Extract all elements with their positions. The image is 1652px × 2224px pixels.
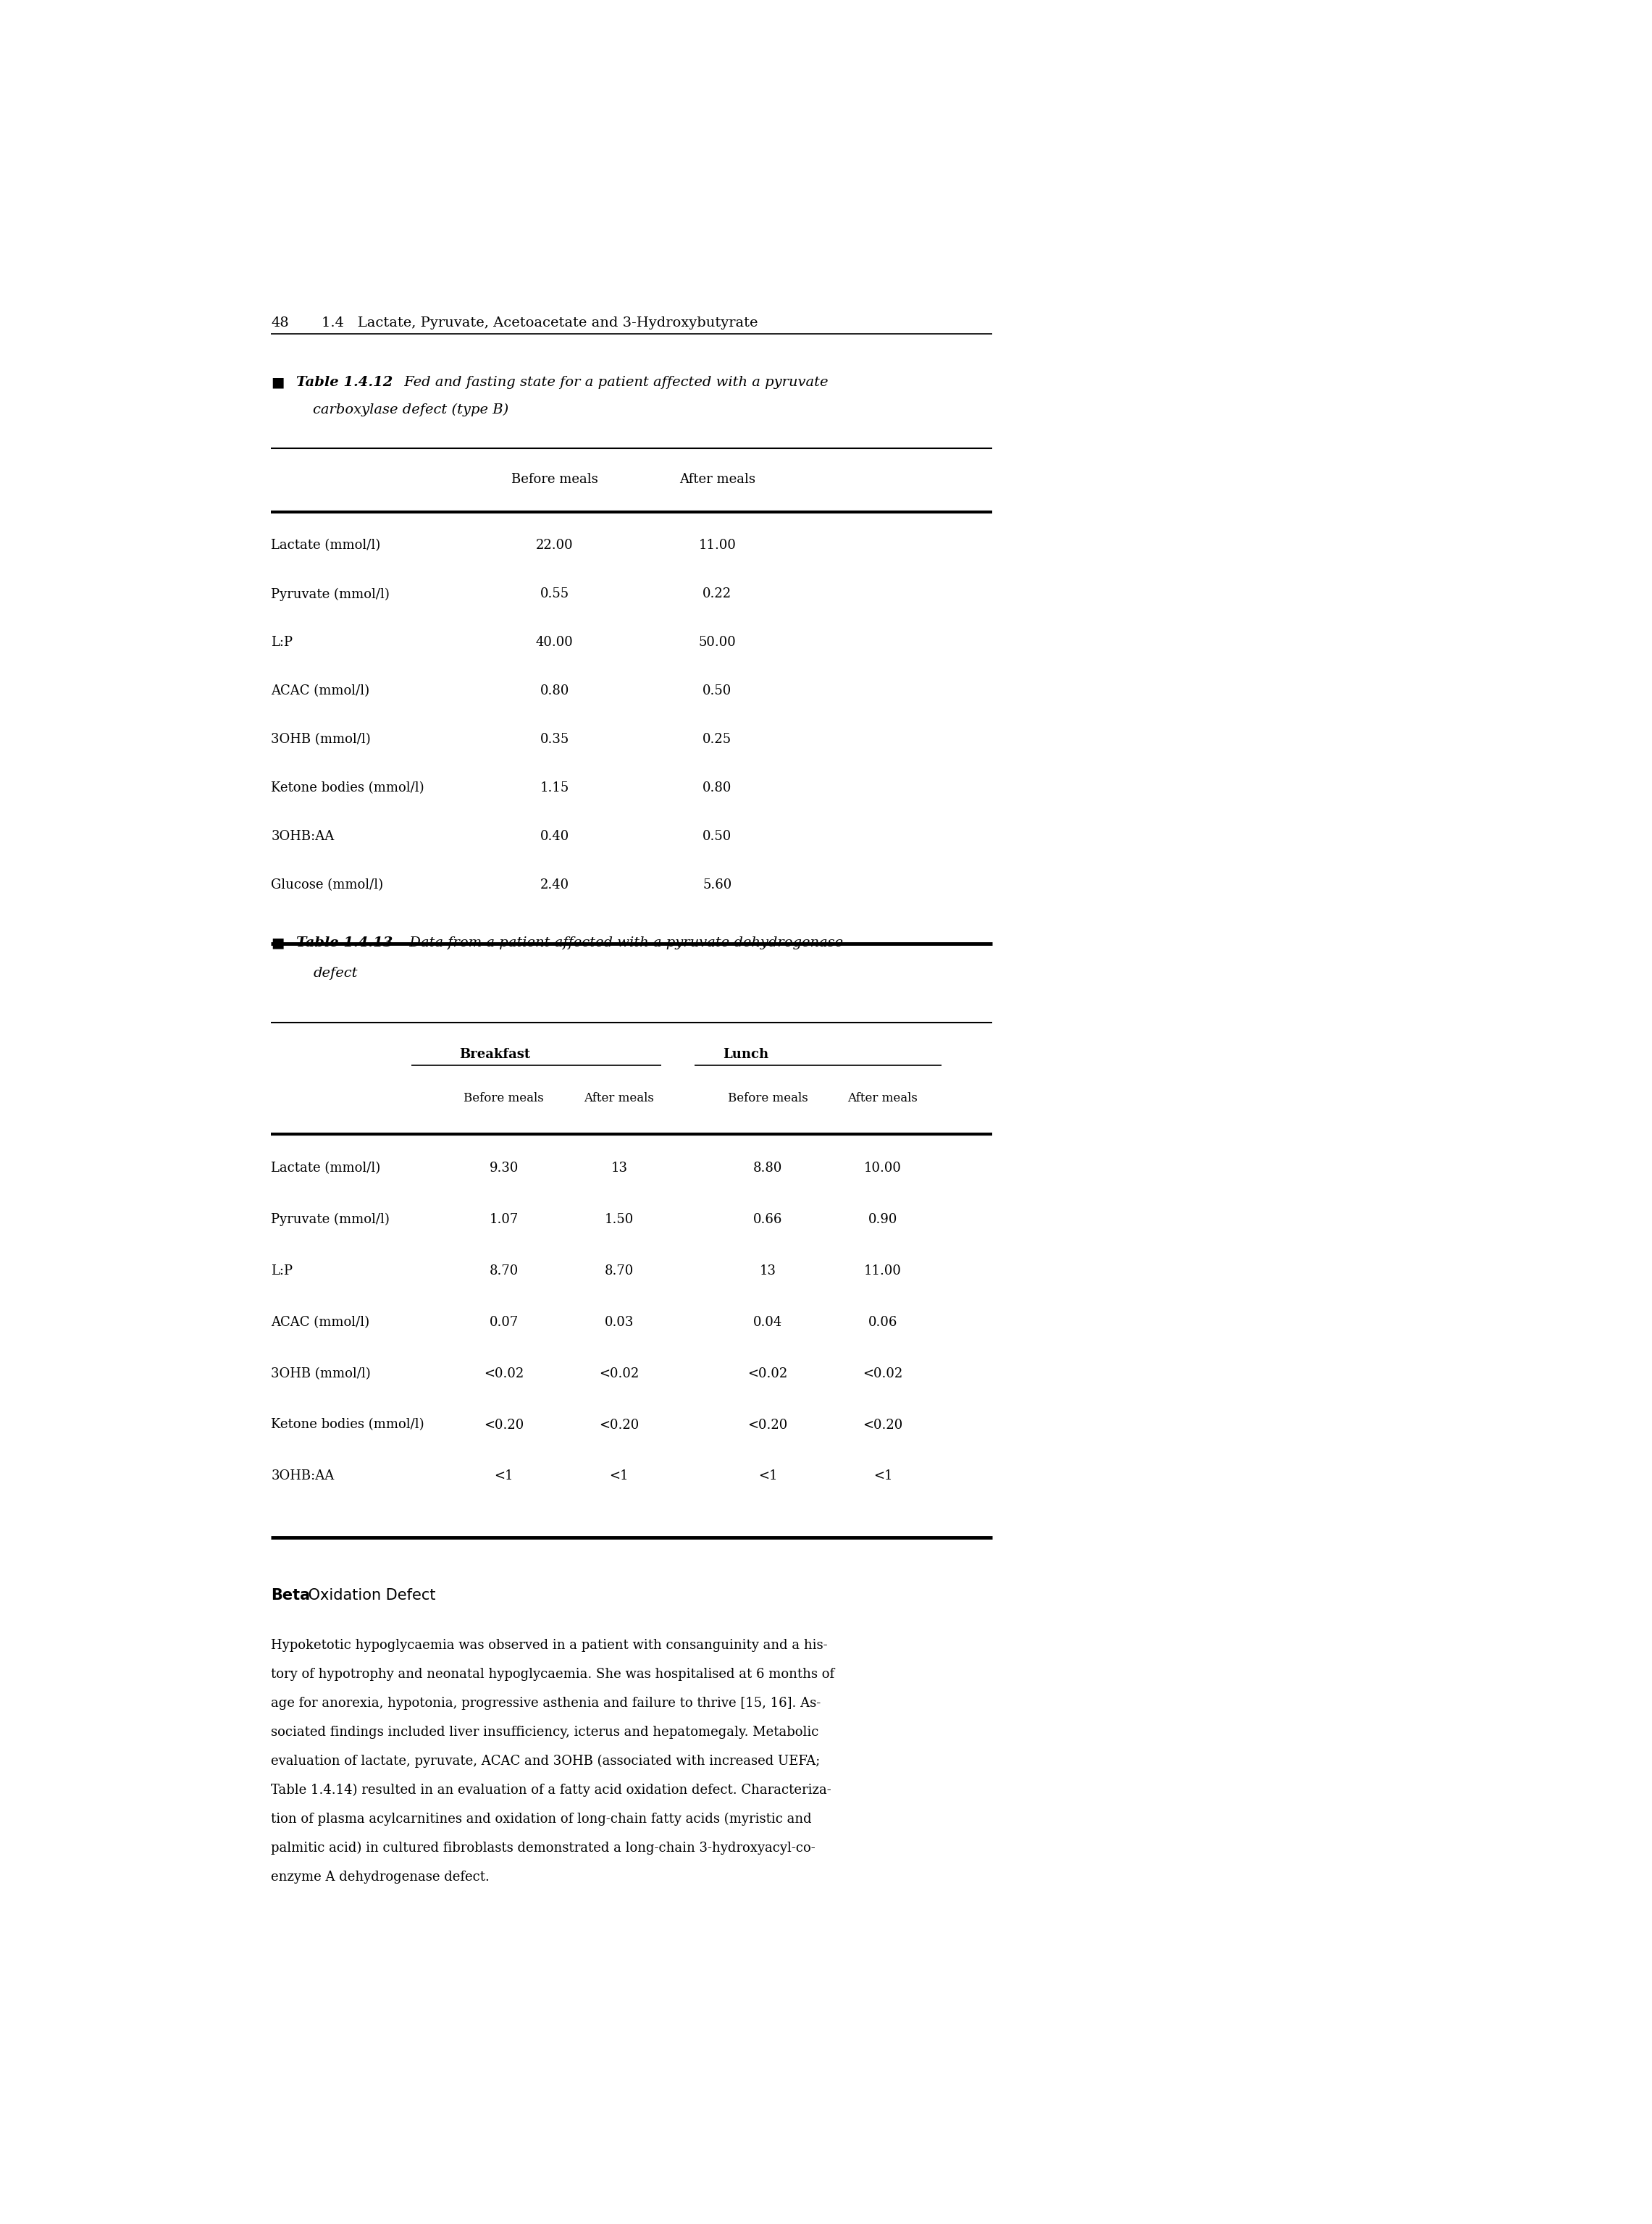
Text: ■: ■ [271,376,284,389]
Text: 0.66: 0.66 [753,1212,783,1225]
Text: enzyme A dehydrogenase defect.: enzyme A dehydrogenase defect. [271,1870,489,1884]
Text: 1.15: 1.15 [540,781,568,794]
Text: ACAC (mmol/l): ACAC (mmol/l) [271,1317,370,1328]
Text: 0.22: 0.22 [702,587,732,600]
Text: 13: 13 [611,1161,628,1174]
Text: 2.40: 2.40 [540,878,568,892]
Text: Pyruvate (mmol/l): Pyruvate (mmol/l) [271,1212,390,1225]
Text: Table 1.4.13: Table 1.4.13 [296,936,393,950]
Text: L:P: L:P [271,1265,292,1277]
Text: Lactate (mmol/l): Lactate (mmol/l) [271,538,380,552]
Text: 11.00: 11.00 [864,1265,902,1277]
Text: 11.00: 11.00 [699,538,737,552]
Text: <1: <1 [874,1470,892,1483]
Text: 0.80: 0.80 [702,781,732,794]
Text: After meals: After meals [583,1092,654,1105]
Text: <0.20: <0.20 [600,1419,639,1432]
Text: Ketone bodies (mmol/l): Ketone bodies (mmol/l) [271,1419,425,1432]
Text: 8.70: 8.70 [605,1265,634,1277]
Text: Lactate (mmol/l): Lactate (mmol/l) [271,1161,380,1174]
Text: 8.70: 8.70 [489,1265,519,1277]
Text: Before meals: Before meals [727,1092,808,1105]
Text: 8.80: 8.80 [753,1161,783,1174]
Text: 13: 13 [760,1265,776,1277]
Text: 40.00: 40.00 [535,636,573,649]
Text: defect: defect [314,967,358,981]
Text: Fed and fasting state for a patient affected with a pyruvate: Fed and fasting state for a patient affe… [400,376,829,389]
Text: 1.07: 1.07 [489,1212,519,1225]
Text: 0.25: 0.25 [702,734,732,745]
Text: 0.06: 0.06 [869,1317,897,1328]
Text: 3OHB:AA: 3OHB:AA [271,1470,334,1483]
Text: Beta: Beta [271,1588,311,1604]
Text: sociated findings included liver insufficiency, icterus and hepatomegaly. Metabo: sociated findings included liver insuffi… [271,1726,819,1739]
Text: Hypoketotic hypoglycaemia was observed in a patient with consanguinity and a his: Hypoketotic hypoglycaemia was observed i… [271,1639,828,1652]
Text: <0.02: <0.02 [862,1368,904,1381]
Text: <0.20: <0.20 [484,1419,524,1432]
Text: 22.00: 22.00 [535,538,573,552]
Text: <0.20: <0.20 [748,1419,788,1432]
Text: <0.02: <0.02 [484,1368,524,1381]
Text: 0.04: 0.04 [753,1317,783,1328]
Text: 0.03: 0.03 [605,1317,634,1328]
Text: palmitic acid) in cultured fibroblasts demonstrated a long-chain 3-hydroxyacyl-c: palmitic acid) in cultured fibroblasts d… [271,1841,816,1855]
Text: Table 1.4.12: Table 1.4.12 [296,376,393,389]
Text: Lunch: Lunch [724,1048,768,1061]
Text: <1: <1 [610,1470,629,1483]
Text: 9.30: 9.30 [489,1161,519,1174]
Text: 3OHB:AA: 3OHB:AA [271,830,334,843]
Text: 10.00: 10.00 [864,1161,902,1174]
Text: Pyruvate (mmol/l): Pyruvate (mmol/l) [271,587,390,600]
Text: 0.50: 0.50 [702,830,732,843]
Text: <1: <1 [758,1470,778,1483]
Text: age for anorexia, hypotonia, progressive asthenia and failure to thrive [15, 16]: age for anorexia, hypotonia, progressive… [271,1697,821,1710]
Text: tion of plasma acylcarnitines and oxidation of long-chain fatty acids (myristic : tion of plasma acylcarnitines and oxidat… [271,1813,811,1826]
Text: 0.35: 0.35 [540,734,568,745]
Text: After meals: After meals [847,1092,919,1105]
Text: 3OHB (mmol/l): 3OHB (mmol/l) [271,734,370,745]
Text: <0.02: <0.02 [600,1368,639,1381]
Text: 1.50: 1.50 [605,1212,634,1225]
Text: 1.4   Lactate, Pyruvate, Acetoacetate and 3-Hydroxybutyrate: 1.4 Lactate, Pyruvate, Acetoacetate and … [322,316,758,329]
Text: After meals: After meals [679,474,755,487]
Text: 0.40: 0.40 [540,830,568,843]
Text: ■: ■ [271,936,284,950]
Text: 48: 48 [271,316,289,329]
Text: 50.00: 50.00 [699,636,737,649]
Text: 0.50: 0.50 [702,685,732,698]
Text: <0.20: <0.20 [862,1419,904,1432]
Text: 0.90: 0.90 [869,1212,897,1225]
Text: 5.60: 5.60 [702,878,732,892]
Text: Ketone bodies (mmol/l): Ketone bodies (mmol/l) [271,781,425,794]
Text: <0.02: <0.02 [748,1368,788,1381]
Text: carboxylase defect (type B): carboxylase defect (type B) [314,403,509,416]
Text: 0.07: 0.07 [489,1317,519,1328]
Text: L:P: L:P [271,636,292,649]
Text: evaluation of lactate, pyruvate, ACAC and 3OHB (associated with increased UEFA;: evaluation of lactate, pyruvate, ACAC an… [271,1755,821,1768]
Text: Before meals: Before meals [510,474,598,487]
Text: Table 1.4.14) resulted in an evaluation of a fatty acid oxidation defect. Charac: Table 1.4.14) resulted in an evaluation … [271,1784,831,1797]
Text: <1: <1 [494,1470,514,1483]
Text: tory of hypotrophy and neonatal hypoglycaemia. She was hospitalised at 6 months : tory of hypotrophy and neonatal hypoglyc… [271,1668,834,1681]
Text: 0.80: 0.80 [540,685,570,698]
Text: Before meals: Before meals [464,1092,544,1105]
Text: Glucose (mmol/l): Glucose (mmol/l) [271,878,383,892]
Text: ACAC (mmol/l): ACAC (mmol/l) [271,685,370,698]
Text: Data from a patient affected with a pyruvate dehydrogenase: Data from a patient affected with a pyru… [405,936,843,950]
Text: Oxidation Defect: Oxidation Defect [304,1588,436,1604]
Text: 0.55: 0.55 [540,587,568,600]
Text: 3OHB (mmol/l): 3OHB (mmol/l) [271,1368,370,1381]
Text: Breakfast: Breakfast [459,1048,530,1061]
